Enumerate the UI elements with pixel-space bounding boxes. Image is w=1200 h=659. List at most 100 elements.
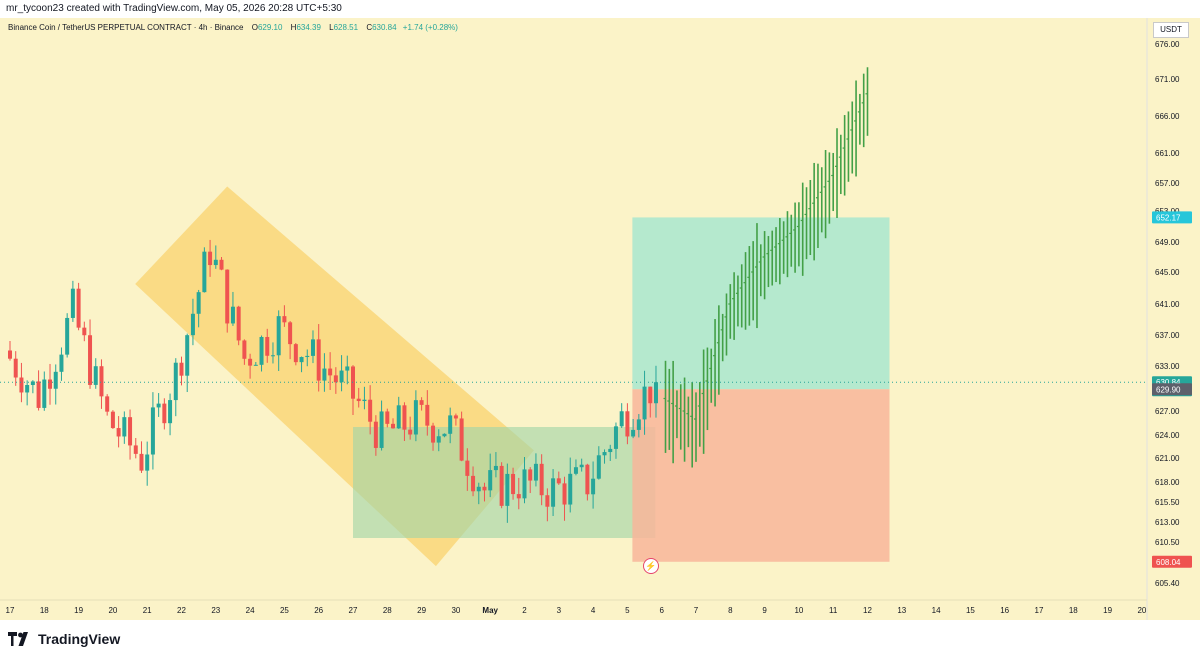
candle-body [362,399,367,402]
x-tick-label: 27 [349,606,358,615]
currency-button[interactable]: USDT [1153,22,1189,38]
candle-body [459,418,464,461]
x-tick-label: 3 [557,606,562,615]
candle-body [253,364,258,366]
credit-text: mr_tycoon23 created with TradingView.com… [6,3,342,14]
range-box[interactable] [353,427,656,538]
top-bar: mr_tycoon23 created with TradingView.com… [0,0,1200,18]
candle-body [391,423,396,429]
candle-body [631,429,636,437]
candle-body [373,421,378,448]
x-tick-label: 15 [966,606,975,615]
candle-body [505,473,510,506]
x-tick-label: 22 [177,606,186,615]
x-tick-label: 20 [108,606,117,615]
candle-body [533,463,538,481]
candle-body [276,316,281,356]
candle-body [591,478,596,495]
candle-body [419,400,424,405]
candle-body [333,375,338,383]
price-badge-label: 608.04 [1156,558,1181,567]
candle-body [265,336,270,356]
candle-body [202,251,207,293]
candle-body [305,355,310,358]
candle-body [602,452,607,456]
candle-body [93,366,98,385]
x-tick-label: 19 [74,606,83,615]
target-zone[interactable] [632,217,890,390]
candle-body [82,327,87,336]
candle-body [516,494,521,499]
price-badge-stop-loss[interactable] [1152,555,1192,568]
x-tick-label: 30 [451,606,460,615]
candle-body [208,251,213,266]
close-value: 630.84 [372,23,397,32]
low-label: L [329,23,334,32]
candle-body [19,377,24,393]
x-tick-label: 11 [829,606,838,615]
candle-body [230,306,235,324]
x-tick-label: 28 [383,606,392,615]
candle-body [539,463,544,496]
candle-body [105,396,110,412]
y-tick-label: 605.40 [1155,579,1180,588]
candle-body [499,465,504,506]
candle-body [310,339,315,356]
candle-body [248,358,253,366]
candle-body [179,362,184,376]
price-badge-take-profit[interactable] [1152,211,1192,224]
y-tick-label: 661.00 [1155,149,1180,158]
brand[interactable]: TradingView [8,631,120,647]
candle-body [471,475,476,492]
y-tick-label: 676.00 [1155,40,1180,49]
x-tick-label: 12 [863,606,872,615]
candle-body [236,306,241,341]
candle-body [339,370,344,383]
candle-body [448,415,453,434]
x-tick-label: 19 [1103,606,1112,615]
symbol-name[interactable]: Binance Coin / TetherUS PERPETUAL CONTRA… [8,23,244,32]
candle-body [299,357,304,363]
candle-body [436,436,441,443]
brand-name: TradingView [38,631,121,647]
candle-body [196,292,201,314]
x-tick-label: 18 [1069,606,1078,615]
footer [0,620,1200,659]
candle-body [139,453,144,471]
x-tick-label: 8 [728,606,733,615]
candle-body [385,411,390,424]
candle-body [13,358,18,378]
x-tick-label: 23 [211,606,220,615]
stop-zone[interactable] [632,389,890,562]
y-tick-label: 657.00 [1155,179,1180,188]
candle-body [585,464,590,495]
candle-body [431,425,436,443]
y-tick-label: 641.00 [1155,300,1180,309]
lightning-icon[interactable]: ⚡ [643,558,659,574]
candle-body [568,473,573,505]
candle-body [122,417,127,437]
candle-body [259,336,264,365]
candle-body [493,465,498,471]
candle-body [48,379,53,389]
candle-body [128,417,133,446]
candle-body [476,486,481,492]
candle-body [465,460,470,476]
x-tick-label: 29 [417,606,426,615]
candle-body [356,398,361,402]
y-tick-label: 618.00 [1155,478,1180,487]
candle-body [608,448,613,453]
symbol-legend: Binance Coin / TetherUS PERPETUAL CONTRA… [8,23,458,32]
candle-body [413,400,418,435]
candle-body [145,454,150,471]
candle-body [368,399,373,422]
price-badge-entry[interactable] [1152,383,1192,396]
candle-body [648,386,653,404]
candle-body [642,386,647,420]
candle-body [173,362,178,401]
open-label: O [251,23,258,32]
candle-body [573,467,578,474]
candle-body [379,411,384,448]
candle-body [528,469,533,481]
